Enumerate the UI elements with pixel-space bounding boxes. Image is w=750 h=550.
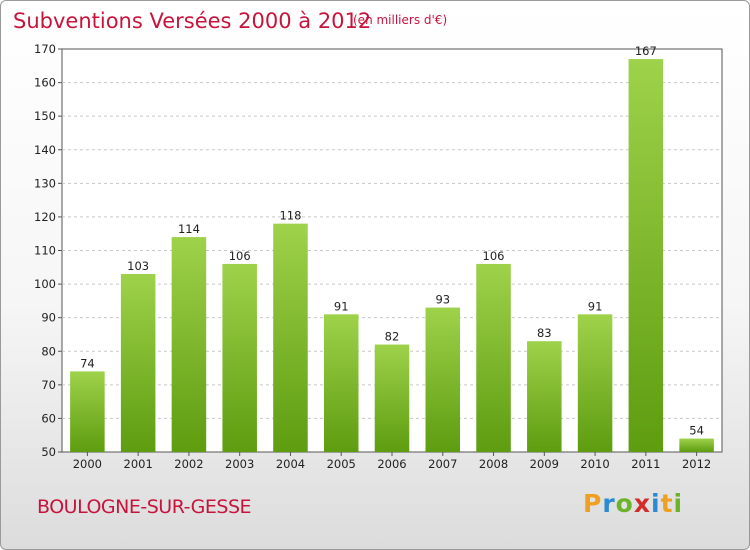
logo-letter: P xyxy=(583,489,603,518)
bar xyxy=(120,274,156,452)
data-label: 74 xyxy=(80,356,95,370)
x-tick-label: 2008 xyxy=(479,457,508,471)
data-label: 54 xyxy=(689,424,704,438)
y-tick-label: 70 xyxy=(41,378,56,392)
y-tick-label: 150 xyxy=(34,109,56,123)
data-label: 106 xyxy=(229,249,251,263)
bar xyxy=(628,59,664,452)
x-tick-label: 2000 xyxy=(73,457,102,471)
x-tick-label: 2004 xyxy=(276,457,305,471)
data-label: 114 xyxy=(178,222,200,236)
x-tick-label: 2011 xyxy=(631,457,660,471)
x-tick-label: 2002 xyxy=(174,457,203,471)
x-tick-label: 2009 xyxy=(530,457,559,471)
logo-letter: i xyxy=(673,489,684,518)
data-label: 103 xyxy=(127,259,149,273)
chart-title: Subventions Versées 2000 à 2012 xyxy=(13,9,372,33)
bar xyxy=(273,223,308,452)
y-tick-label: 50 xyxy=(41,445,56,459)
data-label: 83 xyxy=(537,326,552,340)
y-tick-label: 130 xyxy=(34,176,56,190)
y-tick-label: 60 xyxy=(41,411,56,425)
bar xyxy=(171,237,207,452)
y-tick-label: 170 xyxy=(34,42,56,56)
bar xyxy=(222,263,257,452)
bar xyxy=(425,307,461,452)
data-label: 167 xyxy=(635,44,657,58)
data-label: 91 xyxy=(588,299,603,313)
data-label: 91 xyxy=(334,299,349,313)
data-label: 106 xyxy=(483,249,505,263)
proxiti-logo: Proxiti xyxy=(583,489,683,518)
y-tick-label: 90 xyxy=(41,311,56,325)
data-label: 93 xyxy=(435,293,450,307)
bar xyxy=(476,263,511,452)
x-tick-label: 2010 xyxy=(580,457,609,471)
logo-letter: o xyxy=(615,489,634,518)
logo-letter: r xyxy=(602,489,616,518)
y-tick-label: 160 xyxy=(34,76,56,90)
y-tick-label: 80 xyxy=(41,344,56,358)
x-tick-label: 2003 xyxy=(225,457,254,471)
bar xyxy=(527,341,562,452)
y-tick-label: 140 xyxy=(34,143,56,157)
unit-note: (en milliers d'€) xyxy=(353,13,448,27)
data-label: 118 xyxy=(279,209,301,223)
bar xyxy=(679,438,714,452)
bar xyxy=(374,344,410,452)
x-tick-label: 2005 xyxy=(327,457,356,471)
commune-name: BOULOGNE-SUR-GESSE xyxy=(37,496,252,518)
logo-letter: x xyxy=(633,489,651,518)
bar xyxy=(323,314,359,452)
data-label: 82 xyxy=(385,330,400,344)
bar xyxy=(70,371,105,452)
x-tick-label: 2006 xyxy=(377,457,406,471)
logo-letter: i xyxy=(651,489,661,518)
y-tick-label: 120 xyxy=(34,210,56,224)
x-tick-label: 2001 xyxy=(124,457,153,471)
bar xyxy=(577,314,613,452)
y-tick-label: 100 xyxy=(34,277,56,291)
y-tick-label: 110 xyxy=(34,244,56,258)
logo-letter: t xyxy=(660,489,674,518)
x-tick-label: 2012 xyxy=(682,457,711,471)
x-tick-label: 2007 xyxy=(428,457,457,471)
